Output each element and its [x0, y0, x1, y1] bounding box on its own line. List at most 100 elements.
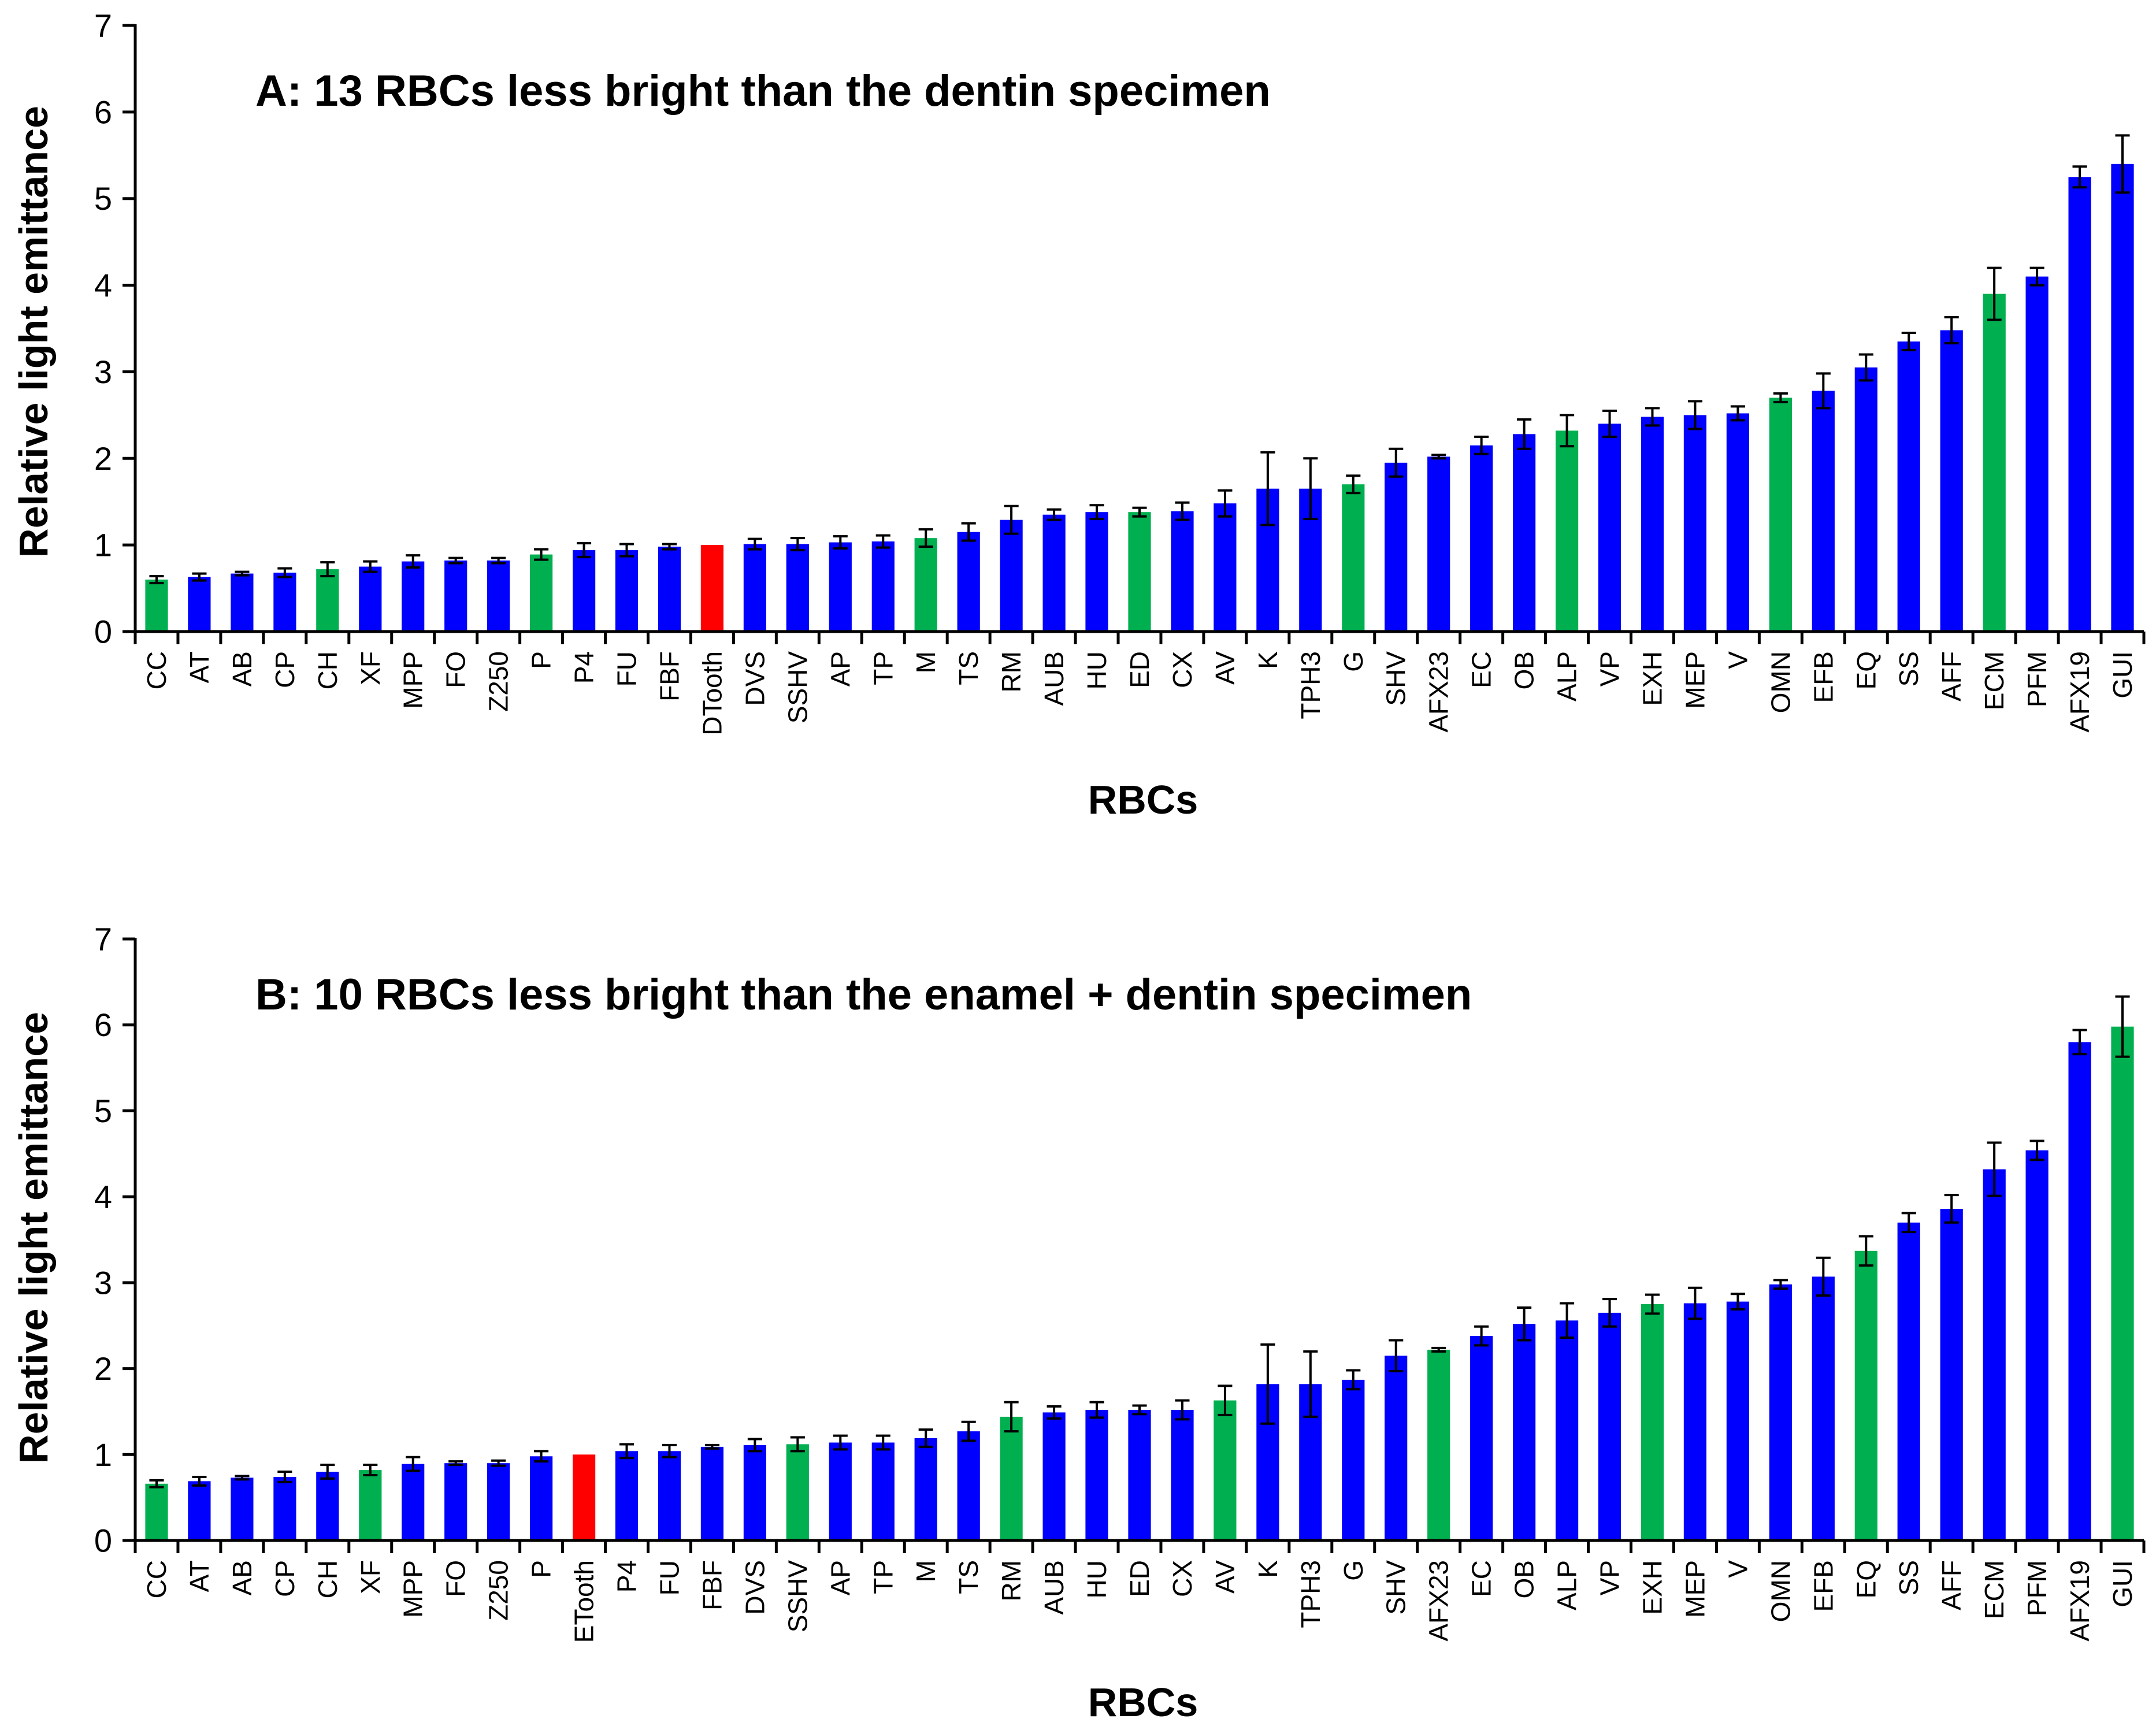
panel-b-bar-AP — [829, 1442, 852, 1540]
panel-b-x-tick-label: P4 — [612, 1560, 642, 1592]
panel-b-x-tick-label: K — [1253, 1560, 1283, 1578]
panel-b-error-bar-M — [918, 1428, 933, 1448]
panel-b-x-tick-label: EXH — [1638, 1560, 1668, 1615]
panel-a-bar-Z250 — [487, 560, 510, 632]
panel-b-error-bar-EQ — [1858, 1235, 1873, 1267]
panel-a-error-bar-K — [1260, 451, 1275, 526]
panel-b-error-bar-TS — [961, 1420, 976, 1442]
panel-a-error-bar-AUB — [1047, 508, 1062, 521]
panel-a-bar-TS — [957, 532, 980, 632]
panel-a-x-tick-label: OB — [1509, 651, 1539, 689]
panel-a-error-bar-AP — [833, 535, 848, 550]
panel-b-error-bar-CC — [149, 1479, 164, 1488]
panel-b-x-tick-label: MEP — [1680, 1560, 1710, 1618]
panel-a-error-bar-CH — [320, 561, 335, 578]
panel-b-y-axis-label: Relative light emittance — [11, 1012, 56, 1464]
panel-a-error-bar-OMN — [1773, 392, 1788, 403]
panel-b-bar-AV — [1214, 1400, 1237, 1540]
panel-b-x-tick-label: ED — [1125, 1560, 1155, 1597]
panel-b-error-bar-FO — [448, 1460, 463, 1467]
panel-a-bar-AP — [829, 542, 852, 632]
panel-a-bar-AFX19 — [2068, 177, 2091, 632]
panel-b-error-bar-AV — [1218, 1384, 1233, 1416]
panel-a-x-tick-label: GUI — [2107, 651, 2138, 699]
panel-a-error-bar-P — [534, 548, 549, 561]
panel-b-bar-CC — [145, 1483, 168, 1540]
panel-a-bar-M — [914, 538, 937, 632]
panel-b-error-bar-EC — [1474, 1325, 1489, 1347]
panel-a-bar-MPP — [402, 561, 425, 632]
panel-a-x-tick-label: PFM — [2022, 651, 2052, 707]
panel-b-x-tick-label: ALP — [1552, 1560, 1582, 1610]
panel-b-error-bar-OMN — [1773, 1279, 1788, 1290]
panel-b-error-bar-AFX23 — [1431, 1346, 1446, 1353]
panel-b-error-bar-K — [1260, 1343, 1275, 1425]
panel-a-error-bar-GUI — [2115, 134, 2130, 194]
panel-b-title: B: 10 RBCs less bright than the enamel +… — [255, 970, 1472, 1019]
panel-a-y-tick-label: 4 — [94, 267, 112, 303]
panel-a-bar-EXH — [1641, 417, 1664, 632]
panel-b-x-tick-label: DVS — [740, 1560, 770, 1615]
panel-b-x-tick-label: MPP — [398, 1560, 428, 1618]
panel-b-x-tick-label: ECM — [1979, 1560, 2009, 1619]
panel-a-bar-FO — [444, 560, 467, 632]
panel-b-error-bar-SSHV — [790, 1436, 805, 1453]
panel-a-x-tick-label: M — [911, 651, 941, 673]
panel-a-x-tick-label: K — [1253, 651, 1283, 669]
panel-b-x-tick-label: FBF — [697, 1560, 727, 1610]
panel-b-x-tick-label: AFX23 — [1424, 1560, 1454, 1642]
panel-a-bar-CH — [316, 569, 339, 632]
panel-b-error-bar-AFX19 — [2072, 1029, 2087, 1056]
panel-a-x-tick-label: Z250 — [484, 651, 514, 712]
panel-b-error-bar-TPH3 — [1303, 1350, 1318, 1418]
panel-a-x-tick-label: FU — [612, 651, 642, 686]
panel-b-y-tick-label: 1 — [94, 1436, 112, 1473]
panel-b-error-bar-TP — [875, 1434, 890, 1451]
panel-b-x-tick-label: TPH3 — [1296, 1560, 1326, 1628]
panel-a-error-bar-CP — [277, 567, 292, 578]
panel-b-error-bar-P4 — [619, 1443, 634, 1460]
panel-a-bar-CX — [1171, 511, 1194, 632]
panel-a-bar-SHV — [1385, 462, 1408, 632]
panel-b-error-bar-CH — [320, 1464, 335, 1480]
panel-a-error-bar-CX — [1175, 501, 1190, 521]
panel-b-x-tick-label: AT — [184, 1560, 214, 1592]
panel-b-y-tick-label: 4 — [94, 1179, 112, 1215]
panel-a-y-tick-label: 7 — [94, 8, 112, 44]
panel-a-error-bar-SS — [1901, 331, 1916, 351]
panel-a-x-tick-label: RM — [996, 651, 1026, 693]
panel-b-bar-ETooth — [573, 1454, 596, 1540]
panel-b-bar-MPP — [402, 1464, 425, 1540]
panel-b-bar-EXH — [1641, 1304, 1664, 1540]
panel-b-bar-GUI — [2111, 1026, 2134, 1540]
panel-a-error-bar-EC — [1474, 435, 1489, 455]
panel-a-error-bar-HU — [1089, 504, 1104, 521]
panel-a-x-tick-label: AFF — [1936, 651, 1966, 701]
panel-a-bar-PFM — [2025, 276, 2049, 632]
panel-a-x-tick-label: VP — [1595, 651, 1625, 686]
panel-a-bar-AV — [1214, 503, 1237, 632]
panel-b-bar-SS — [1897, 1222, 1920, 1540]
panel-a-bar-ALP — [1556, 430, 1579, 632]
panel-b-error-bar-FBF — [704, 1443, 719, 1450]
panel-a-error-bar-SSHV — [790, 537, 805, 552]
panel-a-error-bar-P4 — [577, 542, 592, 559]
panel-a-bar-EFB — [1812, 391, 1835, 632]
panel-b-x-tick-label: PFM — [2022, 1560, 2052, 1616]
panel-a-error-bar-FO — [448, 556, 463, 565]
panel-b-y-tick-label: 0 — [94, 1523, 112, 1559]
panel-a-bar-XF — [359, 566, 382, 632]
panel-b-y-tick-label: 7 — [94, 921, 112, 957]
panel-a-x-tick-label: AV — [1210, 651, 1240, 685]
panel-a-bar-AUB — [1042, 514, 1066, 632]
panel-a-x-axis-label: RBCs — [1088, 777, 1198, 822]
panel-a-x-tick-label: XF — [355, 651, 385, 685]
panel-a-bar-OB — [1513, 434, 1536, 632]
panel-b-x-tick-label: FO — [441, 1560, 471, 1597]
panel-b-error-bar-OB — [1517, 1306, 1532, 1342]
panel-a-y-tick-label: 2 — [94, 440, 112, 477]
panel-a-error-bar-PFM — [2029, 266, 2044, 287]
panel-b-x-tick-label: EFB — [1808, 1560, 1838, 1612]
panel-a-x-tick-label: EQ — [1851, 651, 1881, 689]
panel-a-bar-HU — [1085, 512, 1108, 632]
